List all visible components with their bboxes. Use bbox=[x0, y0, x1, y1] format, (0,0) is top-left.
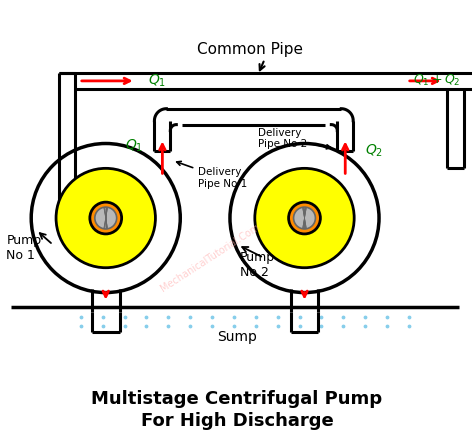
Text: $Q_1$: $Q_1$ bbox=[126, 137, 144, 154]
Circle shape bbox=[255, 168, 354, 268]
Text: MechanicalTutorial.Com: MechanicalTutorial.Com bbox=[159, 222, 262, 293]
Text: For High Discharge: For High Discharge bbox=[141, 412, 333, 430]
Text: Delivery
Pipe No 1: Delivery Pipe No 1 bbox=[177, 161, 247, 189]
Text: Pump
No 2: Pump No 2 bbox=[240, 251, 275, 279]
Circle shape bbox=[90, 202, 122, 234]
Text: Sump: Sump bbox=[217, 330, 257, 344]
Text: $Q_1+Q_2$: $Q_1+Q_2$ bbox=[413, 73, 460, 88]
Circle shape bbox=[230, 144, 379, 293]
Circle shape bbox=[31, 144, 180, 293]
Text: Pump
No 1: Pump No 1 bbox=[6, 234, 42, 262]
Circle shape bbox=[56, 168, 155, 268]
Circle shape bbox=[95, 207, 117, 229]
Text: Delivery
Pipe No 2: Delivery Pipe No 2 bbox=[258, 128, 331, 149]
Text: $Q_1$: $Q_1$ bbox=[148, 73, 167, 89]
Text: Common Pipe: Common Pipe bbox=[197, 41, 303, 57]
Circle shape bbox=[289, 202, 320, 234]
Text: $Q_2$: $Q_2$ bbox=[365, 142, 383, 159]
Text: Multistage Centrifugal Pump: Multistage Centrifugal Pump bbox=[91, 390, 383, 408]
Circle shape bbox=[293, 207, 315, 229]
